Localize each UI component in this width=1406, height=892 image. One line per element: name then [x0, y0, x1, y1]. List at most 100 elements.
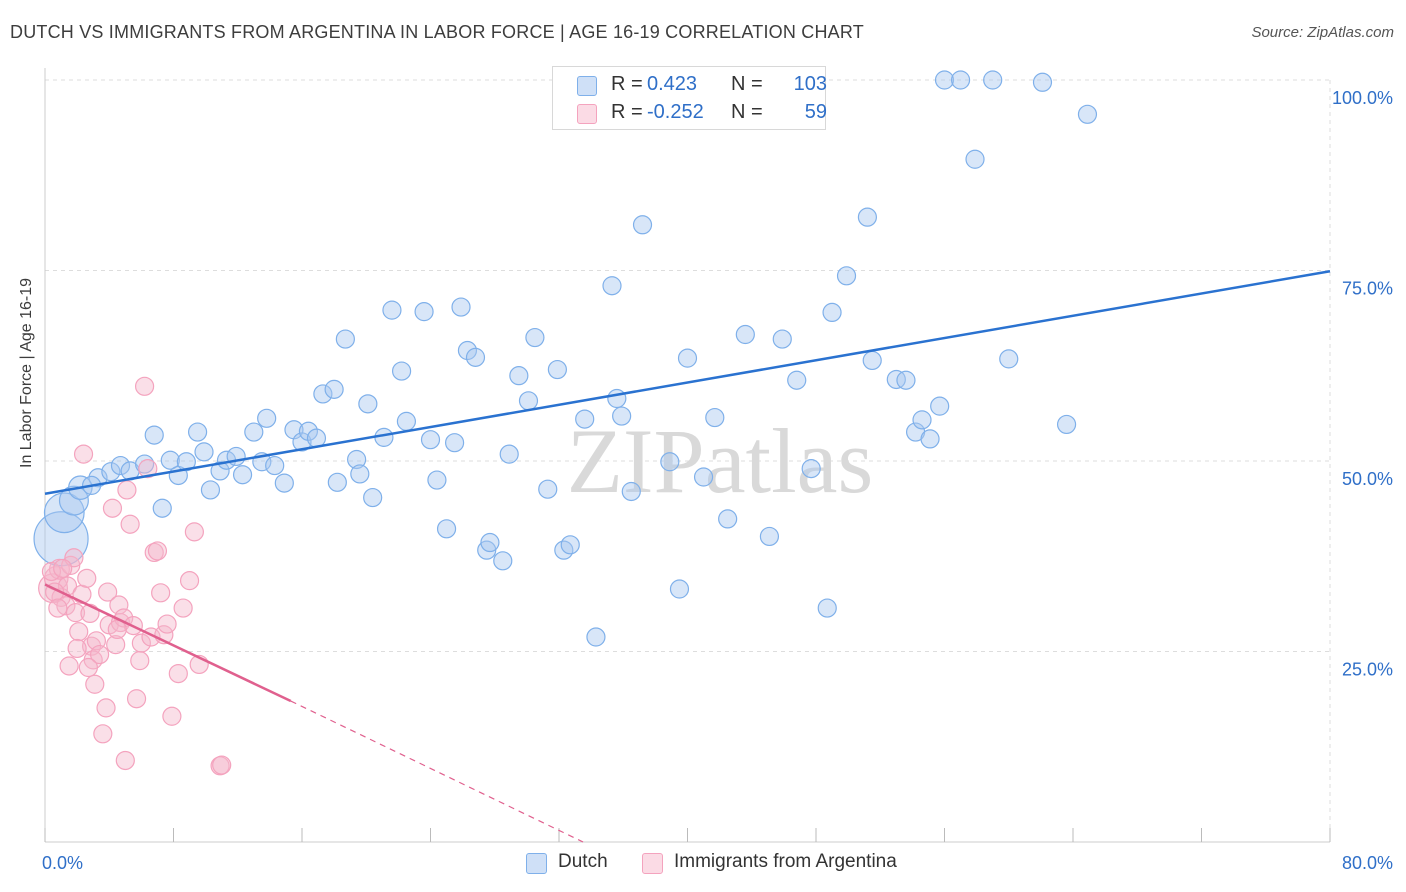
dutch-point-16 — [194, 442, 214, 462]
dutch-point-56 — [518, 391, 539, 411]
dutch-point-7 — [110, 455, 131, 476]
argentina-point-35 — [138, 459, 158, 479]
dutch-point-46 — [436, 519, 457, 539]
argentina-point-23 — [106, 635, 126, 655]
dutch-point-26 — [274, 473, 294, 493]
dutch-point-60 — [554, 540, 574, 560]
argentina-point-17 — [90, 644, 110, 665]
dutch-point-31 — [313, 384, 333, 404]
argentina-point-38 — [147, 541, 168, 561]
argentina-point-32 — [130, 651, 150, 671]
dutch-legend-swatch — [526, 853, 547, 874]
trend-lines — [44, 270, 1331, 843]
r-value-argentina: -0.252 — [647, 101, 704, 123]
y-axis-title: In Labor Force | Age 16-19 — [18, 277, 35, 468]
x-tick-label-max: 80.0% — [1342, 853, 1393, 873]
dutch-point-90 — [920, 429, 940, 449]
dutch-point-97 — [1056, 414, 1077, 435]
r-label: R = — [611, 101, 643, 123]
dutch-point-78 — [772, 329, 792, 349]
x-tick-label-min: 0.0% — [42, 853, 83, 873]
argentina-point-54 — [59, 656, 79, 676]
dutch-point-63 — [586, 627, 606, 647]
dutch-point-22 — [244, 422, 264, 442]
dutch-point-59 — [547, 359, 567, 380]
dutch-point-11 — [152, 498, 172, 518]
dutch-point-57 — [525, 327, 545, 348]
argentina-point-50 — [41, 561, 62, 582]
r-label: R = — [611, 73, 643, 95]
dutch-point-68 — [632, 215, 653, 235]
dutch-point-77 — [759, 526, 780, 547]
axes — [44, 68, 1331, 843]
argentina-point-11 — [73, 444, 94, 464]
dutch-point-64 — [602, 276, 622, 296]
argentina-legend-label: Immigrants from Argentina — [674, 851, 897, 872]
dutch-point-66 — [612, 406, 632, 426]
dutch-point-21 — [232, 465, 253, 485]
dutch-point-42 — [396, 411, 417, 431]
dutch-points — [33, 70, 1098, 647]
argentina-point-31 — [126, 689, 147, 709]
argentina-point-22 — [102, 498, 123, 518]
argentina-point-58 — [107, 619, 127, 640]
series-legend: Dutch Immigrants from Argentina — [0, 850, 1406, 878]
r-value-dutch: 0.423 — [647, 73, 698, 95]
dutch-point-0 — [33, 511, 89, 567]
dutch-point-67 — [621, 481, 641, 502]
stats-legend: R = 0.423 N = 103 R = -0.252 N = 59 — [552, 66, 827, 130]
dutch-point-49 — [457, 340, 478, 361]
dutch-trend-line — [44, 270, 1331, 495]
dutch-point-79 — [787, 370, 807, 390]
dutch-point-34 — [335, 329, 355, 349]
dutch-point-37 — [358, 394, 378, 414]
dutch-point-96 — [1032, 72, 1053, 92]
argentina-point-20 — [98, 582, 118, 602]
argentina-point-4 — [56, 596, 76, 616]
dutch-point-47 — [444, 433, 465, 453]
dutch-point-86 — [886, 369, 906, 390]
argentina-point-28 — [117, 480, 137, 500]
dutch-point-84 — [857, 207, 878, 227]
argentina-point-39 — [151, 583, 171, 603]
dutch-point-74 — [718, 509, 738, 529]
dutch-point-72 — [693, 467, 714, 487]
argentina-point-29 — [120, 514, 140, 534]
argentina-legend-swatch — [642, 853, 663, 874]
argentina-trend-line — [44, 583, 292, 703]
dutch-point-25 — [265, 455, 285, 476]
argentina-point-33 — [131, 633, 151, 653]
argentina-point-45 — [179, 571, 200, 591]
dutch-point-52 — [480, 532, 500, 553]
dutch-point-40 — [382, 300, 402, 320]
dutch-point-45 — [427, 470, 447, 490]
argentina-point-49 — [212, 755, 232, 775]
dutch-point-69 — [660, 452, 680, 472]
n-label: N = — [731, 73, 763, 95]
dutch-point-82 — [822, 302, 842, 323]
dutch-legend-label: Dutch — [558, 851, 608, 872]
argentina-point-34 — [134, 376, 155, 396]
dutch-point-71 — [677, 348, 698, 368]
chart-title: DUTCH VS IMMIGRANTS FROM ARGENTINA IN LA… — [10, 22, 864, 42]
dutch-point-102 — [950, 70, 971, 90]
argentina-point-9 — [69, 622, 89, 642]
dutch-point-91 — [930, 396, 950, 416]
dutch-point-81 — [817, 598, 837, 618]
y-tick-label-2: 75.0% — [1342, 279, 1393, 299]
dutch-point-62 — [575, 409, 595, 429]
dutch-point-70 — [669, 579, 690, 599]
argentina-point-8 — [65, 603, 86, 623]
dutch-point-93 — [965, 149, 985, 169]
dutch-point-89 — [912, 410, 932, 430]
dutch-point-36 — [350, 464, 370, 484]
argentina-point-46 — [184, 522, 204, 542]
dutch-point-58 — [538, 479, 558, 499]
argentina-point-37 — [144, 542, 164, 563]
dutch-point-87 — [896, 370, 916, 390]
dutch-point-98 — [1077, 104, 1098, 124]
tick-labels: 25.0% 50.0% 75.0% 100.0% 0.0% 80.0% — [42, 88, 1393, 873]
argentina-point-53 — [53, 558, 73, 579]
dutch-point-54 — [499, 444, 519, 464]
